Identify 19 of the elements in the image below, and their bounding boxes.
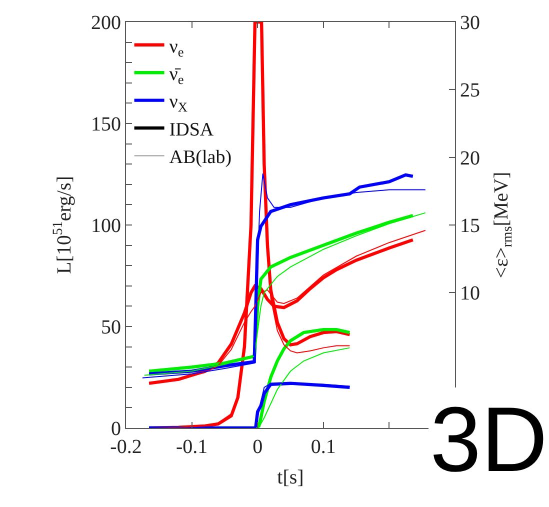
legend-label: AB(lab): [169, 147, 232, 168]
x-tick-label: -0.1: [176, 436, 208, 458]
y2-tick-label: 25: [460, 80, 480, 102]
x-tick-label: 0: [252, 436, 263, 458]
legend-label: IDSA: [169, 119, 214, 140]
y-tick-label: 200: [91, 12, 121, 34]
y2-tick-label: 20: [460, 147, 480, 170]
annotation: 3D: [430, 389, 548, 491]
y2-tick-label: 15: [460, 215, 480, 237]
y2-tick-label: 30: [460, 12, 480, 34]
x-axis-title: t[s]: [277, 466, 304, 488]
y2-tick-label: 10: [460, 282, 480, 305]
legend-label: ν̄$_{e}$: [169, 64, 184, 88]
y-tick-label: 50: [101, 316, 121, 338]
y-tick-label: 100: [91, 215, 121, 237]
x-tick-label: 0.1: [310, 436, 336, 458]
legend-label: ν$_{X}$: [169, 92, 188, 115]
legend-label: ν$_{e}$: [169, 36, 184, 60]
y-tick-label: 150: [91, 114, 121, 136]
